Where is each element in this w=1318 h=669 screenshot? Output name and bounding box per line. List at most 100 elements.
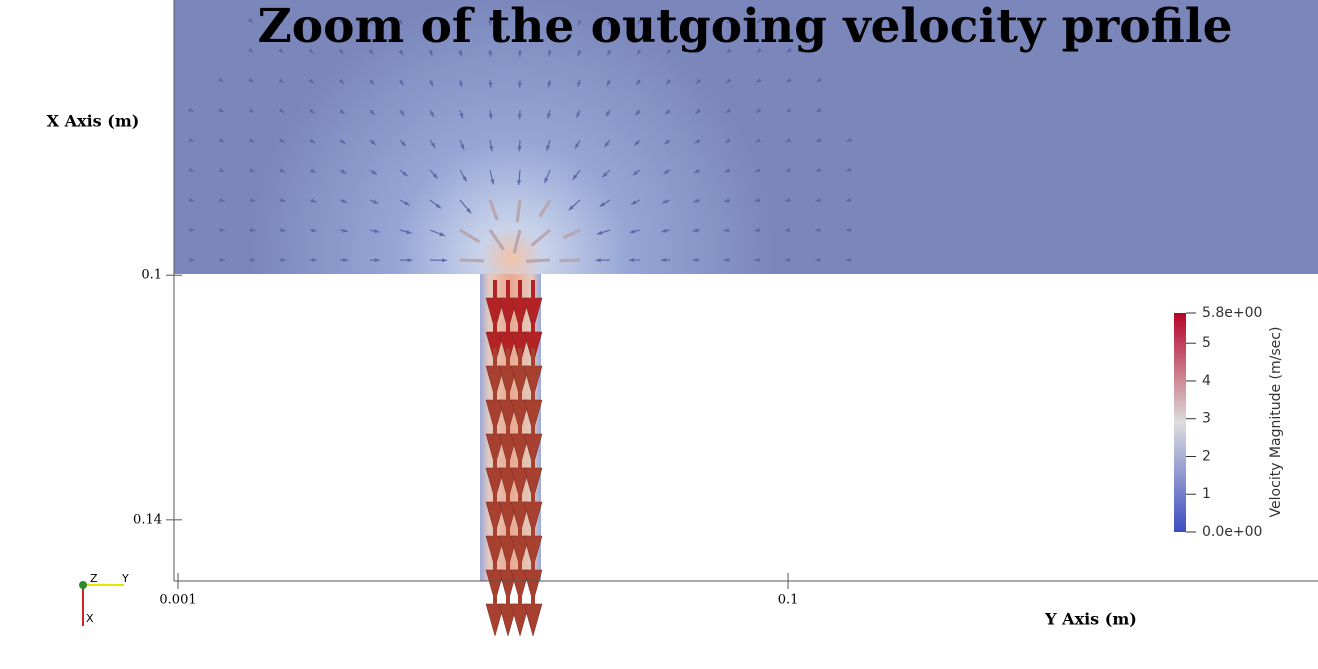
flow-arrow-head bbox=[846, 137, 852, 142]
flow-arrow-head bbox=[661, 258, 667, 263]
flow-arrow-head bbox=[339, 109, 345, 115]
channel-shaft bbox=[531, 314, 535, 334]
flow-arrow-head bbox=[816, 77, 822, 82]
flow-arrow-head bbox=[634, 140, 640, 146]
flow-arrow-head bbox=[369, 79, 374, 85]
channel-shaft bbox=[531, 280, 535, 300]
flow-arrow-head bbox=[662, 199, 668, 204]
flow-arrow-head bbox=[280, 228, 286, 233]
flow-arrow-head bbox=[398, 49, 403, 56]
flow-arrow-head bbox=[218, 107, 224, 112]
flow-arrow-head bbox=[189, 257, 195, 262]
flow-arrow-head bbox=[631, 200, 637, 205]
flow-arrow-head bbox=[429, 111, 434, 118]
channel-shaft bbox=[518, 484, 522, 504]
flow-arrow-head bbox=[248, 47, 254, 53]
flow-arrow-head bbox=[517, 20, 522, 26]
flow-arrow-head bbox=[666, 79, 671, 85]
flow-arrow-head bbox=[572, 174, 578, 180]
y-tick-label: 0.1 bbox=[141, 268, 162, 283]
flow-arrow-head bbox=[278, 48, 284, 54]
flow-arrow-head bbox=[754, 198, 761, 203]
channel-shaft bbox=[518, 416, 522, 436]
channel-shaft bbox=[518, 280, 522, 300]
flow-arrow-head bbox=[429, 81, 433, 87]
flow-arrow-head bbox=[695, 108, 701, 114]
flow-arrow-head bbox=[786, 77, 792, 83]
flow-arrow-head bbox=[435, 203, 441, 209]
flow-arrow-head bbox=[458, 50, 463, 57]
flow-arrow-head bbox=[727, 18, 732, 24]
velocity-glow bbox=[174, 0, 874, 274]
flow-arrow-head bbox=[372, 199, 379, 204]
flow-arrow-head bbox=[218, 77, 224, 83]
flow-arrow-head bbox=[338, 79, 344, 85]
channel-shaft bbox=[531, 382, 535, 402]
flow-arrow-head bbox=[757, 17, 763, 23]
flow-arrow-head bbox=[785, 228, 791, 232]
channel-cone bbox=[523, 603, 543, 637]
channel-shaft bbox=[506, 280, 510, 300]
flow-arrow-head bbox=[539, 211, 545, 217]
flow-arrow-head bbox=[666, 49, 672, 55]
flow-arrow-head bbox=[250, 258, 256, 263]
flow-arrow-head bbox=[308, 18, 313, 24]
flow-arrow-head bbox=[247, 17, 253, 23]
colorbar-tick-label: 3 bbox=[1202, 411, 1211, 427]
flow-arrow-head bbox=[692, 228, 699, 233]
flow-arrow-head bbox=[517, 146, 522, 152]
colorbar-tick-label: 2 bbox=[1202, 448, 1211, 464]
flow-arrow-head bbox=[786, 47, 793, 53]
flow-arrow-head bbox=[629, 229, 636, 234]
channel-shaft bbox=[493, 484, 497, 504]
flow-arrow-head bbox=[724, 198, 730, 203]
channel-shaft bbox=[493, 416, 497, 436]
flow-arrow-head bbox=[693, 198, 699, 203]
flow-arrow-head bbox=[517, 51, 522, 57]
flow-arrow-head bbox=[756, 78, 762, 83]
flow-arrow-head bbox=[845, 257, 851, 262]
channel-shaft bbox=[518, 348, 522, 368]
flow-arrow-head bbox=[577, 81, 582, 87]
channel-shaft bbox=[493, 348, 497, 368]
flow-arrow-head bbox=[756, 48, 762, 53]
flow-arrow-head bbox=[249, 168, 255, 172]
x-axis-label: Y Axis (m) bbox=[1044, 610, 1137, 629]
flow-arrow-head bbox=[428, 50, 433, 56]
flow-arrow-head bbox=[816, 107, 822, 112]
channel-shaft bbox=[506, 552, 510, 572]
flow-arrow-head bbox=[308, 48, 314, 54]
flow-arrow-head bbox=[407, 258, 413, 263]
flow-arrow-head bbox=[517, 179, 522, 186]
channel-shaft bbox=[493, 586, 497, 606]
axis-x-name: X bbox=[86, 612, 94, 625]
flow-arrow-head bbox=[784, 258, 790, 263]
flow-arrow-head bbox=[635, 110, 641, 116]
colorbar-tick-label: 0.0e+00 bbox=[1202, 524, 1262, 540]
channel-shaft bbox=[531, 416, 535, 436]
flow-arrow-head bbox=[250, 228, 256, 233]
x-tick-label: 0.001 bbox=[159, 593, 196, 608]
flow-arrow-head bbox=[607, 19, 612, 25]
channel-shaft bbox=[493, 314, 497, 334]
channel-shaft bbox=[518, 518, 522, 538]
flow-arrow-head bbox=[607, 50, 612, 56]
channel-shaft bbox=[493, 280, 497, 300]
channel-shaft bbox=[506, 586, 510, 606]
flow-arrow-head bbox=[462, 176, 467, 182]
flow-arrow-head bbox=[726, 48, 732, 54]
flow-arrow-head bbox=[754, 258, 760, 263]
channel-shaft bbox=[506, 382, 510, 402]
outlet-channel bbox=[480, 274, 541, 581]
channel-shaft bbox=[518, 586, 522, 606]
flow-arrow-head bbox=[815, 197, 821, 202]
channel-shaft bbox=[531, 552, 535, 572]
flow-arrow-head bbox=[599, 202, 606, 207]
flow-arrow-head bbox=[576, 112, 581, 118]
flow-arrow-head bbox=[559, 258, 565, 263]
vector-glyphs bbox=[188, 17, 852, 637]
channel-shaft bbox=[506, 416, 510, 436]
flow-arrow-head bbox=[343, 258, 349, 263]
channel-shaft bbox=[531, 450, 535, 470]
flow-arrow-head bbox=[474, 237, 480, 243]
